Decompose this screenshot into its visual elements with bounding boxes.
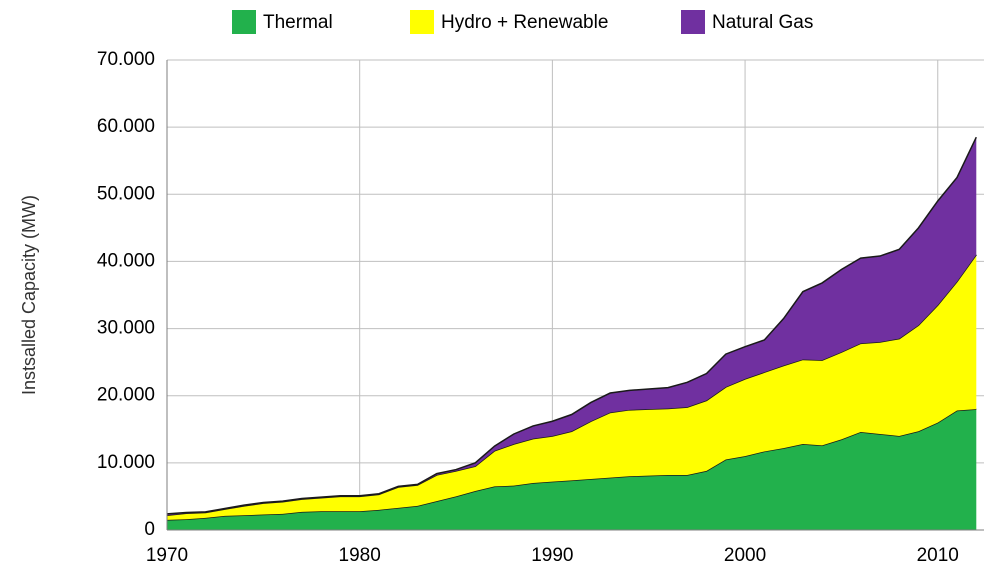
y-tick-label: 10.000 xyxy=(97,452,155,473)
y-tick-label: 20.000 xyxy=(97,385,155,406)
x-tick-label: 1980 xyxy=(339,545,381,566)
area xyxy=(167,409,977,530)
legend-swatch xyxy=(681,10,705,34)
area-edge xyxy=(166,136,977,515)
y-tick-label: 30.000 xyxy=(97,318,155,339)
legend-label: Thermal xyxy=(263,12,333,33)
y-tick-label: 70.000 xyxy=(97,49,155,70)
legend-label: Natural Gas xyxy=(712,12,813,33)
legend-swatch xyxy=(232,10,256,34)
y-tick-label: 0 xyxy=(144,519,155,540)
y-tick-label: 50.000 xyxy=(97,183,155,204)
y-axis-label: Instsalled Capacity (MW) xyxy=(19,195,39,395)
x-tick-label: 1970 xyxy=(146,545,188,566)
area xyxy=(167,137,977,516)
y-tick-label: 60.000 xyxy=(97,116,155,137)
x-tick-label: 2000 xyxy=(724,545,766,566)
x-tick-label: 1990 xyxy=(531,545,573,566)
y-tick-label: 40.000 xyxy=(97,250,155,271)
legend-label: Hydro + Renewable xyxy=(441,12,608,33)
legend-swatch xyxy=(410,10,434,34)
area xyxy=(167,254,977,520)
x-tick-label: 2010 xyxy=(917,545,959,566)
